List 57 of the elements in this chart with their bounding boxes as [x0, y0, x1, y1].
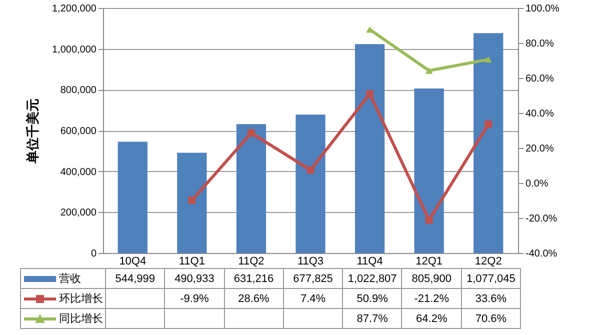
bar [177, 152, 207, 253]
data-label: 64.2% [402, 308, 462, 328]
bar [118, 142, 148, 253]
data-label: 28.6% [224, 288, 284, 308]
data-label: 544,999 [106, 268, 165, 288]
y-tick-label: 800,000 [60, 85, 97, 96]
point [425, 216, 433, 224]
data-label: 50.9% [342, 288, 402, 308]
y2-tick-label: -20.0% [526, 214, 558, 224]
x-tick-label: 11Q2 [238, 256, 264, 268]
data-label: 631,216 [224, 268, 284, 288]
bar [296, 114, 326, 253]
data-label: 87.7% [342, 308, 402, 328]
x-tick-label: 11Q4 [356, 256, 383, 268]
y2-tick-label: 80.0% [526, 38, 554, 50]
y-tick-label: 0 [90, 248, 97, 260]
y2-tick-label: 100.0% [526, 4, 560, 14]
y-tick-label: 200,000 [60, 208, 97, 219]
bar [474, 33, 504, 253]
y-tick-label: 1,200,000 [52, 4, 97, 14]
data-label: 33.6% [461, 288, 521, 308]
point [484, 56, 492, 63]
bar [236, 124, 266, 253]
point [306, 166, 314, 174]
point [425, 67, 433, 74]
data-label: 7.4% [283, 288, 343, 308]
data-label: 677,825 [283, 268, 343, 288]
data-label: 1,077,045 [461, 268, 521, 288]
y2-tick-label: 60.0% [526, 74, 554, 84]
point [484, 120, 492, 128]
point [188, 196, 196, 204]
bar [354, 44, 385, 253]
y-tick-label: 1,000,000 [52, 44, 97, 56]
y-tick-label: 600,000 [60, 126, 97, 137]
data-label: -21.2% [402, 288, 462, 308]
data-label: 1,022,807 [342, 268, 402, 288]
legend-label: 同比增长 [59, 313, 103, 325]
x-tick-label: 11Q1 [178, 256, 205, 268]
point [248, 129, 255, 137]
bar [414, 88, 444, 253]
x-tick-label: 11Q3 [297, 256, 324, 268]
point [366, 90, 374, 98]
data-label: 490,933 [164, 268, 224, 288]
y2-tick-label: 0.0% [526, 178, 548, 190]
data-label: 70.6% [461, 308, 521, 328]
y-tick-label: 400,000 [60, 166, 97, 178]
data-label: -9.9% [164, 288, 224, 308]
x-tick-label: 10Q4 [119, 256, 146, 268]
y2-tick-label: 40.0% [526, 108, 554, 120]
y2-tick-label: -40.0% [526, 248, 558, 260]
x-tick-label: 12Q2 [474, 256, 502, 268]
legend-label: 环比增长 [59, 293, 103, 305]
data-label: 805,900 [402, 268, 462, 288]
x-tick-label: 12Q1 [416, 256, 443, 268]
y-axis-title: 单位千美元 [25, 98, 42, 164]
y2-tick-label: 20.0% [526, 144, 554, 154]
legend-label: 营收 [59, 273, 81, 285]
